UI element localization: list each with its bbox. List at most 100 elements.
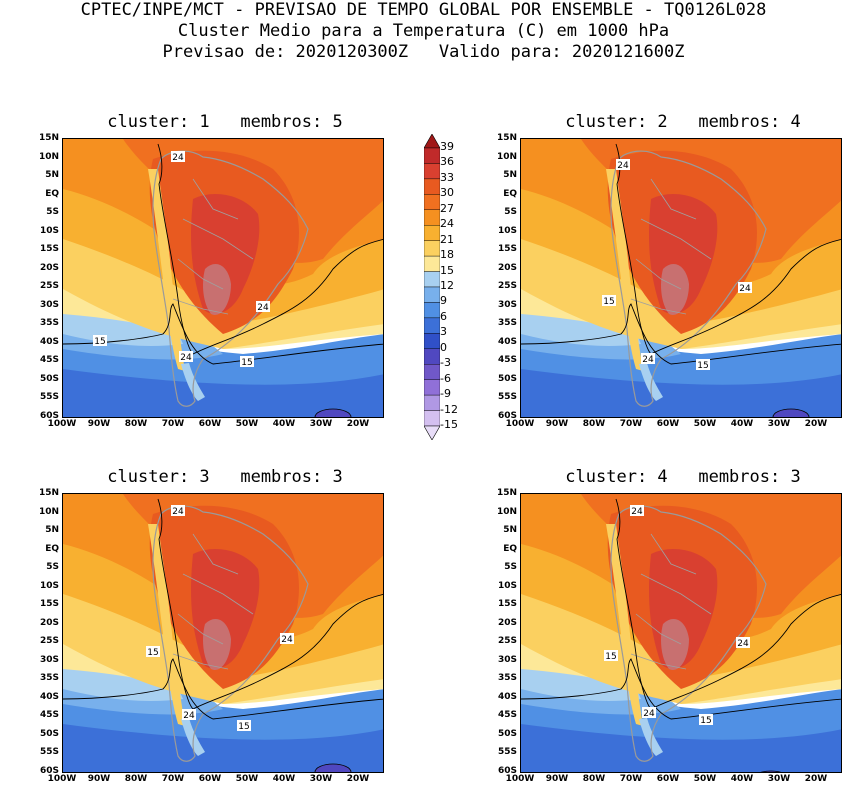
lat-tick-label: 45S xyxy=(497,710,517,721)
lat-tick-label: 30S xyxy=(39,654,59,665)
lat-tick-label: 5N xyxy=(503,525,517,536)
coastline xyxy=(152,505,309,762)
lat-tick-label: 20S xyxy=(497,617,517,628)
lat-tick-label: 50S xyxy=(497,728,517,739)
lat-tick-label: 60S xyxy=(39,411,59,421)
country-border xyxy=(192,178,239,220)
lat-tick-label: 15S xyxy=(39,244,59,255)
colorbar-segment xyxy=(423,163,441,180)
colorbar-segment xyxy=(423,364,441,380)
contour-label: 15 xyxy=(699,714,713,726)
contour-label-bg xyxy=(641,353,655,364)
lon-tick-label: 90W xyxy=(87,419,111,429)
contour-label-text: 24 xyxy=(281,635,293,645)
temperature-band xyxy=(521,324,841,385)
contour-label-bg xyxy=(280,633,294,644)
colorbar-bottom-arrow xyxy=(423,425,441,441)
lat-tick-label: 30S xyxy=(497,299,517,310)
contour-15 xyxy=(63,658,383,720)
coastline xyxy=(610,505,767,762)
contour-15 xyxy=(521,658,841,720)
contour-label-bg xyxy=(182,709,196,720)
colorbar-segment xyxy=(423,394,441,411)
lat-tick-label: 60S xyxy=(497,766,517,776)
temperature-band xyxy=(661,619,689,670)
contour-label: 24 xyxy=(171,505,185,517)
lat-tick-label: 45S xyxy=(497,355,517,366)
lat-tick-label: 55S xyxy=(39,747,59,758)
lat-tick-label: 10S xyxy=(39,225,59,236)
colorbar-tick-label: -15 xyxy=(440,418,458,431)
colorbar-segment xyxy=(423,333,441,349)
colorbar-segment xyxy=(423,178,441,195)
contour-label-bg xyxy=(171,151,185,162)
colorbar-tick-label: -9 xyxy=(440,387,451,401)
lat-tick-label: 10N xyxy=(38,506,59,517)
lat-tick-label: 50S xyxy=(39,373,59,384)
lat-tick-label: 35S xyxy=(39,673,59,684)
country-border xyxy=(172,653,229,670)
lat-tick-label: 50S xyxy=(497,373,517,384)
colorbar-tick-label: 18 xyxy=(440,248,454,262)
contour-label-bg xyxy=(604,650,618,661)
country-border xyxy=(172,298,229,315)
colorbar-tick-label: -3 xyxy=(440,356,451,370)
lat-tick-label: 60S xyxy=(497,411,517,421)
contour-15 xyxy=(63,303,383,365)
cold-blob xyxy=(314,763,352,772)
coastline xyxy=(152,150,309,407)
lat-tick-label: 20S xyxy=(497,262,517,273)
andes-band xyxy=(606,524,643,726)
lat-tick-label: 25S xyxy=(497,636,517,647)
panel-title: cluster: 1 membros: 5 xyxy=(107,112,343,132)
contour-label-bg xyxy=(602,295,616,306)
contour-label-text: 24 xyxy=(739,284,751,294)
contour-label: 15 xyxy=(696,359,710,371)
lon-tick-label: 70W xyxy=(161,774,185,784)
contour-label-bg xyxy=(237,720,251,731)
colorbar-tick-label: 12 xyxy=(440,279,454,292)
lat-tick-label: 10N xyxy=(496,151,517,162)
contour-label: 24 xyxy=(179,351,193,363)
lon-tick-label: 100W xyxy=(505,419,535,429)
colorbar-tick-label: 36 xyxy=(440,155,454,169)
lon-tick-label: 80W xyxy=(124,774,148,784)
country-border xyxy=(635,258,682,290)
temperature-band xyxy=(203,264,231,315)
colorbar-segment xyxy=(423,410,441,427)
lon-tick-label: 20W xyxy=(804,774,828,784)
lon-tick-label: 40W xyxy=(272,774,296,784)
colorbar-segment xyxy=(423,194,441,210)
lon-tick-label: 50W xyxy=(235,774,259,784)
lat-tick-label: 10S xyxy=(497,225,517,236)
contour-label-text: 24 xyxy=(257,303,269,313)
lon-tick-label: 40W xyxy=(730,774,754,784)
contour-label-text: 15 xyxy=(603,297,614,307)
lat-tick-label: 25S xyxy=(497,281,517,292)
colorbar-segment xyxy=(423,302,441,319)
contour-label-bg xyxy=(736,637,750,648)
temperature-band xyxy=(203,619,231,670)
colorbar-segment xyxy=(423,209,441,226)
lat-tick-label: 5N xyxy=(503,170,517,181)
country-border xyxy=(630,653,687,670)
lon-tick-label: 50W xyxy=(235,419,259,429)
contour-label: 24 xyxy=(738,282,752,294)
lon-tick-label: 50W xyxy=(693,419,717,429)
lat-tick-label: EQ xyxy=(503,188,517,199)
contour-label-bg xyxy=(642,707,656,718)
country-border xyxy=(192,533,239,575)
lat-tick-label: 15S xyxy=(497,244,517,255)
contour-label-bg xyxy=(171,505,185,516)
contour-label-bg xyxy=(179,351,193,362)
contour-label: 24 xyxy=(642,707,656,719)
colorbar-tick-label: 9 xyxy=(440,294,447,308)
contour-label-bg xyxy=(616,159,630,170)
country-border xyxy=(635,613,682,645)
contour-label-bg xyxy=(738,282,752,293)
cold-blob xyxy=(314,408,352,417)
contour-label-bg xyxy=(146,646,160,657)
lat-tick-label: 15S xyxy=(497,599,517,610)
lat-tick-label: 15N xyxy=(38,488,59,498)
lon-tick-label: 20W xyxy=(804,419,828,429)
